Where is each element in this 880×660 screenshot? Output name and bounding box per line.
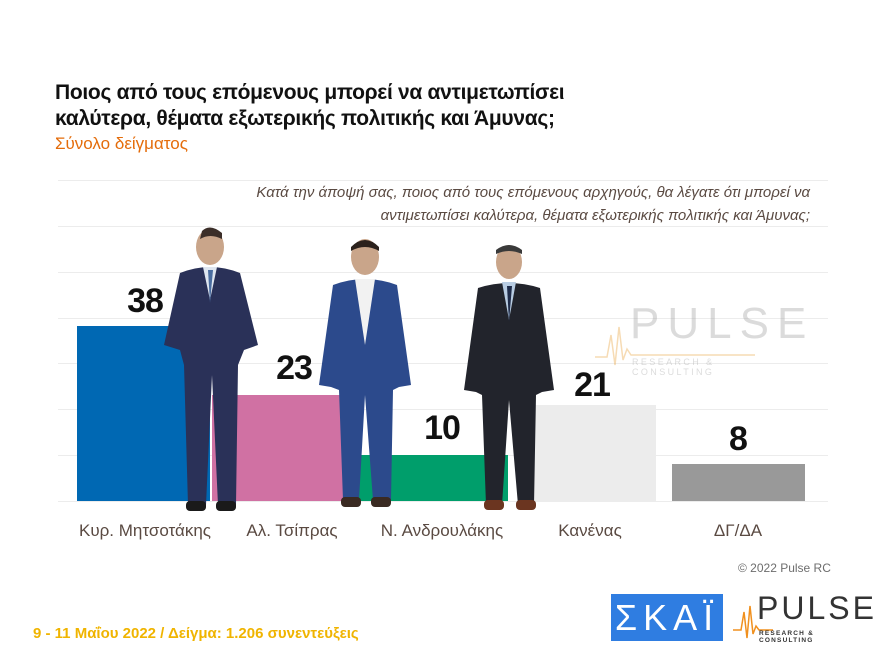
bar-kanenas [530,405,656,501]
pulse-wave-icon [733,605,773,639]
question-line-2: αντιμετωπίσει καλύτερα, θέματα εξωτερική… [380,207,810,224]
person-photo-mitsotakis [164,227,258,511]
skai-logo: ΣΚΑΪ [611,594,723,641]
value-label-mitsotakis: 38 [127,282,164,320]
watermark-subtitle: RESEARCH & CONSULTING [632,357,715,377]
gridline [58,180,828,181]
gridline [58,318,828,319]
x-label-mitsotakis: Κυρ. Μητσοτάκης [79,521,211,540]
person-photo-androulakis [464,245,554,510]
gridline [58,272,828,273]
pulse-logo: PULSE RESEARCH & CONSULTING [733,590,874,644]
pulse-watermark: PULSE RESEARCH & CONSULTING [595,299,806,377]
title-line-1: Ποιος από τους επόμενους μπορεί να αντιμ… [55,81,565,104]
watermark-word: PULSE [630,299,815,348]
x-label-dg-da: ΔΓ/ΔΑ [713,521,763,540]
gridline [58,363,828,364]
gridline [58,226,828,227]
value-label-kanenas: 21 [574,366,611,404]
chart-subtitle: Σύνολο δείγματος [55,134,188,153]
copyright: © 2022 Pulse RC [738,561,831,575]
x-label-androulakis: Ν. Ανδρουλάκης [380,521,504,540]
x-label-kanenas: Κανένας [558,521,622,540]
survey-question: Κατά την άποψή σας, ποιος από τους επόμε… [200,181,810,227]
gridline-baseline [58,501,828,502]
pulse-logo-word: PULSE [757,590,877,626]
gridline [58,409,828,410]
pulse-logo-subtitle: RESEARCH & CONSULTING [759,630,814,644]
title-line-2: καλύτερα, θέματα εξωτερικής πολιτικής κα… [55,107,555,130]
question-line-1: Κατά την άποψή σας, ποιος από τους επόμε… [256,184,810,201]
value-label-tsipras: 23 [276,349,313,387]
x-label-tsipras: Αλ. Τσίπρας [246,521,338,540]
chart-title: Ποιος από τους επόμενους μπορεί να αντιμ… [55,80,615,132]
pulse-wave-icon [595,326,755,366]
value-label-androulakis: 10 [424,409,461,447]
value-label-dg-da: 8 [729,420,748,458]
bar-dg-da [672,464,805,501]
fieldwork-info: 9 - 11 Μαΐου 2022 / Δείγμα: 1.206 συνεντ… [33,625,359,642]
person-photo-tsipras [319,239,411,507]
